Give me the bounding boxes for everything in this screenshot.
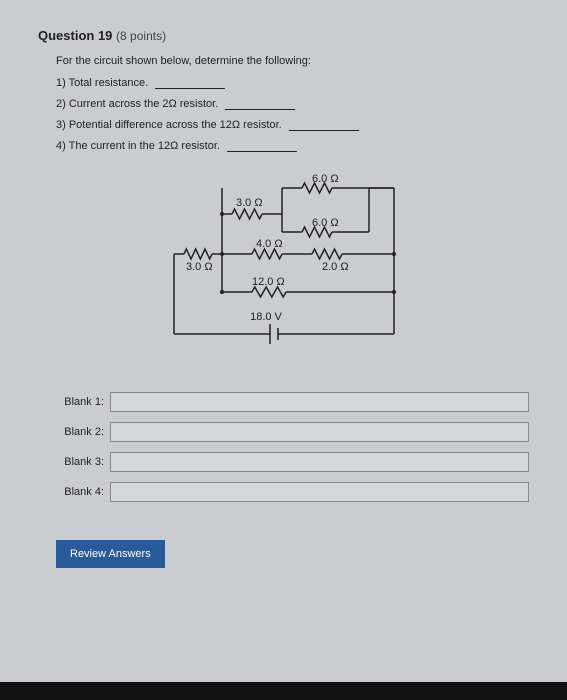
part-2: 2) Current across the 2Ω resistor.	[56, 98, 529, 110]
part-1: 1) Total resistance.	[56, 77, 529, 89]
blank-line-2	[225, 109, 295, 110]
blank-row-1: Blank 1:	[50, 392, 529, 412]
footer-bar	[0, 682, 567, 700]
part-1-text: 1) Total resistance.	[56, 77, 148, 89]
svg-text:18.0 V: 18.0 V	[250, 311, 282, 323]
blank-label-4: Blank 4:	[50, 486, 104, 498]
blank-label-1: Blank 1:	[50, 396, 104, 408]
blank-line-4	[227, 151, 297, 152]
blank-line-3	[289, 130, 359, 131]
blank-input-1[interactable]	[110, 392, 529, 412]
svg-text:4.0 Ω: 4.0 Ω	[256, 238, 283, 250]
blank-row-4: Blank 4:	[50, 482, 529, 502]
part-2-text: 2) Current across the 2Ω resistor.	[56, 98, 218, 110]
svg-text:2.0 Ω: 2.0 Ω	[322, 261, 349, 273]
svg-text:6.0 Ω: 6.0 Ω	[312, 217, 339, 229]
question-number: Question 19	[38, 28, 112, 43]
part-3: 3) Potential difference across the 12Ω r…	[56, 119, 529, 131]
blank-row-3: Blank 3:	[50, 452, 529, 472]
part-3-text: 3) Potential difference across the 12Ω r…	[56, 119, 282, 131]
blank-row-2: Blank 2:	[50, 422, 529, 442]
question-header: Question 19 (8 points)	[38, 28, 529, 43]
blank-line-1	[155, 88, 225, 89]
review-answers-button[interactable]: Review Answers	[56, 540, 165, 568]
svg-text:6.0 Ω: 6.0 Ω	[312, 173, 339, 185]
svg-text:12.0 Ω: 12.0 Ω	[252, 276, 285, 288]
part-4-text: 4) The current in the 12Ω resistor.	[56, 140, 220, 152]
circuit-svg: 3.0 Ω 3.0 Ω 6.0 Ω 6.0 Ω 4.0 Ω 2.0 Ω 12.0 Ω 18.0…	[154, 164, 414, 364]
part-4: 4) The current in the 12Ω resistor.	[56, 140, 529, 152]
question-points: (8 points)	[116, 29, 166, 43]
answer-blanks: Blank 1: Blank 2: Blank 3: Blank 4:	[50, 392, 529, 502]
svg-text:3.0 Ω: 3.0 Ω	[186, 261, 213, 273]
question-stem: For the circuit shown below, determine t…	[56, 55, 529, 67]
blank-input-3[interactable]	[110, 452, 529, 472]
blank-input-2[interactable]	[110, 422, 529, 442]
svg-text:3.0 Ω: 3.0 Ω	[236, 197, 263, 209]
circuit-diagram: 3.0 Ω 3.0 Ω 6.0 Ω 6.0 Ω 4.0 Ω 2.0 Ω 12.0 Ω 18.0…	[154, 164, 414, 364]
blank-label-3: Blank 3:	[50, 456, 104, 468]
blank-label-2: Blank 2:	[50, 426, 104, 438]
blank-input-4[interactable]	[110, 482, 529, 502]
